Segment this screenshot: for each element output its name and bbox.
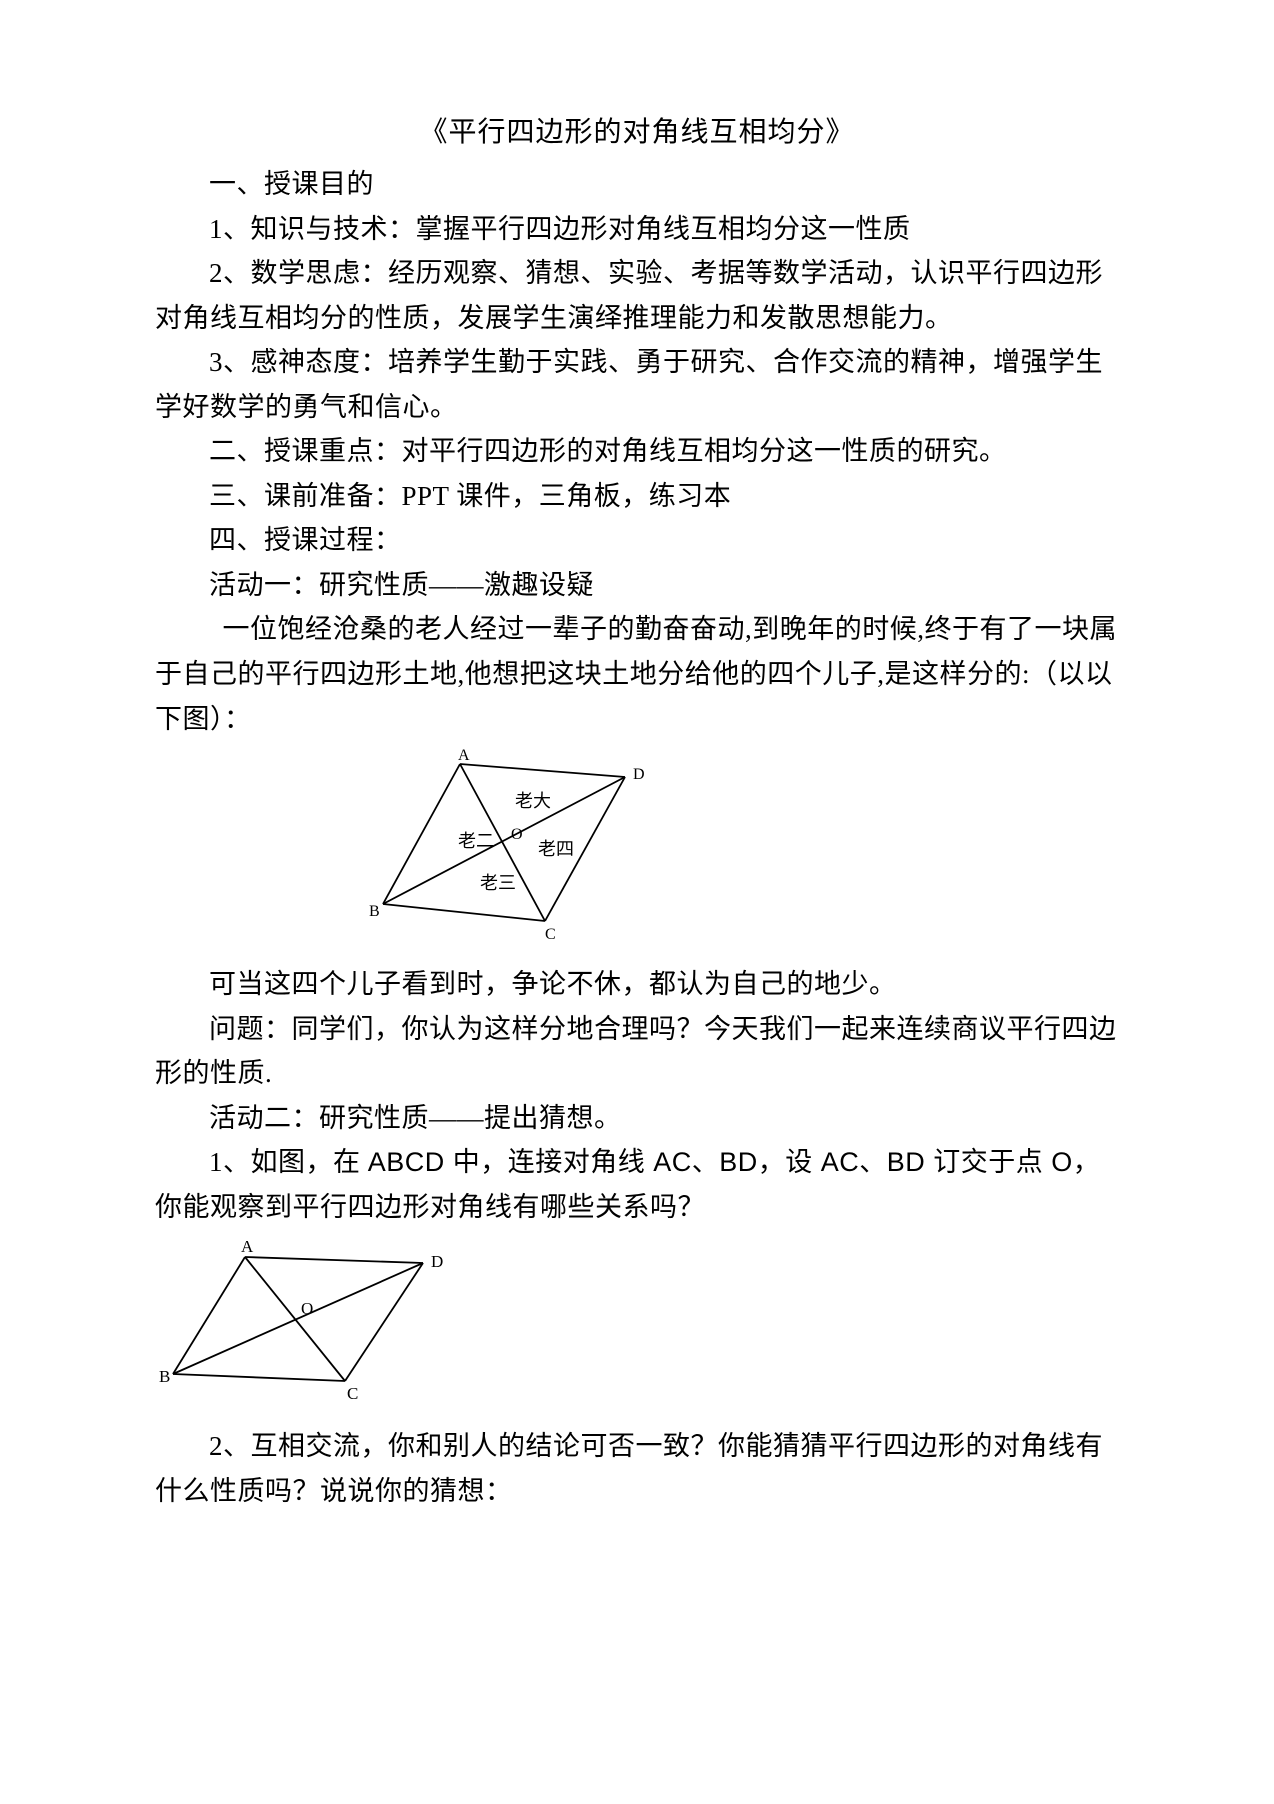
svg-text:老四: 老四	[538, 839, 574, 859]
activity-2-para-1: 1、如图，在 ABCD 中，连接对角线 AC、BD，设 AC、BD 订交于点 O…	[155, 1140, 1119, 1229]
diagram-2-container: A B C D O	[155, 1239, 1119, 1414]
activity-2-para-1a: 1、如图，在	[209, 1147, 368, 1177]
svg-text:B: B	[159, 1367, 170, 1386]
diagram-1-container: A B C D O 老大老二老三 老四	[365, 749, 1119, 954]
svg-text:B: B	[369, 903, 380, 920]
objective-3: 3、感神态度：培养学生勤于实践、勇于研究、合作交流的精神，增强学生学好数学的勇气…	[155, 340, 1119, 429]
svg-text:老大: 老大	[515, 791, 551, 811]
section-4: 四、授课过程：	[155, 518, 1119, 563]
activity-1-para-1: 一位饱经沧桑的老人经过一辈子的勤奋奋动,到晚年的时候,终于有了一块属于自己的平行…	[155, 607, 1119, 741]
svg-text:A: A	[241, 1239, 254, 1256]
svg-text:C: C	[545, 926, 556, 943]
svg-text:D: D	[431, 1252, 443, 1271]
section-3: 三、课前准备：PPT 课件，三角板，练习本	[155, 474, 1119, 519]
svg-text:C: C	[347, 1384, 358, 1403]
svg-text:O: O	[301, 1299, 313, 1318]
section-2: 二、授课重点：对平行四边形的对角线互相均分这一性质的研究。	[155, 429, 1119, 474]
activity-1-title: 活动一：研究性质——激趣设疑	[155, 563, 1119, 608]
activity-1-para-3: 问题：同学们，你认为这样分地合理吗？今天我们一起来连续商议平行四边形的性质.	[155, 1007, 1119, 1096]
activity-2-title: 活动二：研究性质——提出猜想。	[155, 1096, 1119, 1141]
activity-2-para-2: 2、互相交流，你和别人的结论可否一致？你能猜猜平行四边形的对角线有什么性质吗？说…	[155, 1424, 1119, 1513]
svg-text:O: O	[511, 826, 523, 843]
section-1-heading: 一、授课目的	[155, 162, 1119, 207]
svg-text:A: A	[458, 749, 470, 764]
document-title: 《平行四边形的对角线互相均分》	[155, 110, 1119, 150]
svg-text:老三: 老三	[480, 873, 516, 893]
objective-2: 2、数学思虑：经历观察、猜想、实验、考据等数学活动，认识平行四边形对角线互相均分…	[155, 251, 1119, 340]
parallelogram-diagram-2: A B C D O	[155, 1239, 455, 1414]
parallelogram-diagram-1: A B C D O 老大老二老三 老四	[365, 749, 655, 954]
svg-text:老二: 老二	[458, 831, 494, 851]
svg-text:D: D	[633, 766, 645, 783]
activity-1-para-2: 可当这四个儿子看到时，争论不休，都认为自己的地少。	[155, 962, 1119, 1007]
objective-1: 1、知识与技术：掌握平行四边形对角线互相均分这一性质	[155, 207, 1119, 252]
